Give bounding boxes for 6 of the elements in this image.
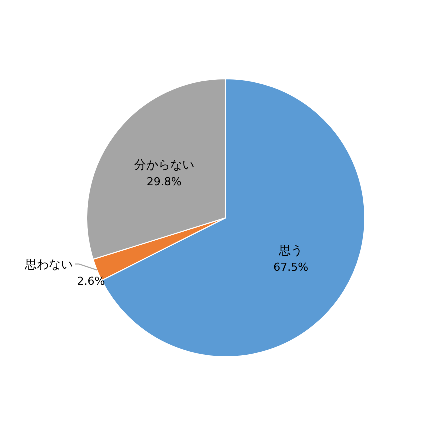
data-label: 29.8% [146,176,182,189]
data-label: 2.6% [77,274,106,288]
slice-label: 分からない [134,158,194,172]
slice-label: 思わない [24,257,74,272]
data-label: 67.5% [274,260,309,274]
slice-label: 思う [278,243,304,258]
